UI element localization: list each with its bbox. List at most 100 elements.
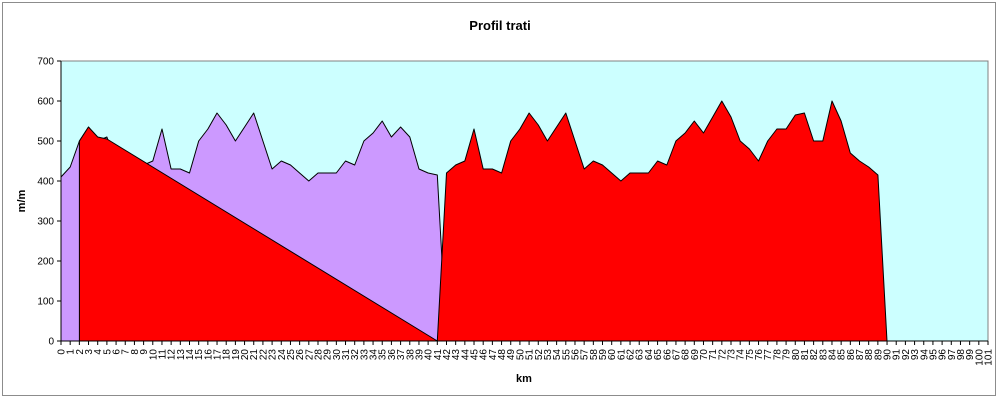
y-tick-label: 100 <box>37 297 54 308</box>
x-tick-label: 40 <box>424 349 435 361</box>
x-tick-label: 29 <box>323 349 334 361</box>
x-tick-label: 43 <box>451 349 462 361</box>
x-tick-label: 71 <box>708 349 719 361</box>
y-tick-label: 500 <box>37 137 54 148</box>
x-tick-label: 73 <box>727 349 738 361</box>
x-tick-label: 79 <box>782 349 793 361</box>
x-tick-label: 77 <box>763 349 774 361</box>
x-tick-label: 65 <box>653 349 664 361</box>
y-tick-label: 600 <box>37 97 54 108</box>
x-tick-label: 12 <box>167 349 178 361</box>
series-2-area <box>78 100 952 342</box>
x-tick-label: 54 <box>552 349 563 361</box>
y-tick-label: 200 <box>37 257 54 268</box>
x-tick-label: 50 <box>515 349 526 361</box>
x-tick-label: 59 <box>598 349 609 361</box>
x-tick-label: 57 <box>580 349 591 361</box>
x-tick-label: 18 <box>222 349 233 361</box>
x-tick-label: 88 <box>864 349 875 361</box>
x-tick-label: 42 <box>442 349 453 361</box>
x-tick-label: 67 <box>671 349 682 361</box>
y-tick-label: 300 <box>37 217 54 228</box>
x-tick-label: 20 <box>240 349 251 361</box>
series-layer <box>60 100 952 342</box>
x-tick-label: 91 <box>892 349 903 361</box>
x-tick-label: 34 <box>369 349 380 361</box>
x-tick-label: 5 <box>102 349 113 355</box>
x-tick-label: 70 <box>699 349 710 361</box>
x-tick-label: 55 <box>561 349 572 361</box>
x-tick-label: 14 <box>185 349 196 361</box>
x-tick-label: 64 <box>644 349 655 361</box>
x-tick-label: 72 <box>717 349 728 361</box>
x-tick-label: 0 <box>57 349 68 355</box>
x-tick-label: 15 <box>194 349 205 361</box>
x-tick-label: 89 <box>873 349 884 361</box>
axis-layer: 0100200300400500600700012345678910111213… <box>37 57 994 366</box>
x-tick-label: 82 <box>809 349 820 361</box>
x-tick-label: 101 <box>984 349 995 366</box>
x-tick-label: 86 <box>846 349 857 361</box>
x-tick-label: 68 <box>681 349 692 361</box>
x-tick-label: 51 <box>525 349 536 361</box>
x-tick-label: 92 <box>901 349 912 361</box>
x-tick-label: 37 <box>396 349 407 361</box>
x-tick-label: 93 <box>910 349 921 361</box>
chart-title: Profil trati <box>469 18 530 33</box>
x-tick-label: 87 <box>855 349 866 361</box>
x-tick-label: 95 <box>928 349 939 361</box>
x-tick-label: 3 <box>84 349 95 355</box>
x-tick-label: 83 <box>818 349 829 361</box>
x-tick-label: 6 <box>112 349 123 355</box>
x-tick-label: 76 <box>754 349 765 361</box>
x-tick-label: 23 <box>268 349 279 361</box>
x-tick-label: 8 <box>130 349 141 355</box>
x-tick-label: 22 <box>258 349 269 361</box>
x-tick-label: 11 <box>157 349 168 360</box>
x-tick-label: 85 <box>837 349 848 361</box>
x-tick-label: 66 <box>662 349 673 361</box>
x-tick-label: 1 <box>66 349 77 355</box>
x-tick-label: 60 <box>607 349 618 361</box>
x-tick-label: 94 <box>919 349 930 361</box>
x-tick-label: 80 <box>791 349 802 361</box>
x-axis-title: km <box>516 373 532 385</box>
x-tick-label: 38 <box>405 349 416 361</box>
x-tick-label: 58 <box>589 349 600 361</box>
x-tick-label: 16 <box>203 349 214 361</box>
x-tick-label: 25 <box>286 349 297 361</box>
x-tick-label: 63 <box>635 349 646 361</box>
x-tick-label: 62 <box>626 349 637 361</box>
x-tick-label: 41 <box>433 349 444 361</box>
x-tick-label: 10 <box>148 349 159 361</box>
x-tick-label: 48 <box>497 349 508 361</box>
x-tick-label: 49 <box>506 349 517 361</box>
x-tick-label: 44 <box>460 349 471 361</box>
x-tick-label: 78 <box>772 349 783 361</box>
x-tick-label: 47 <box>488 349 499 361</box>
x-tick-label: 9 <box>139 349 150 355</box>
y-axis-title: m/m <box>16 189 28 212</box>
x-tick-label: 13 <box>176 349 187 361</box>
x-tick-label: 84 <box>827 349 838 361</box>
x-tick-label: 32 <box>350 349 361 361</box>
chart-frame: Profil trati 0 100 200 300 400 500 600 700 0 1 2 3 4… <box>2 2 996 396</box>
y-tick-label: 400 <box>37 177 54 188</box>
x-tick-label: 17 <box>213 349 224 361</box>
x-tick-label: 33 <box>359 349 370 361</box>
y-tick-label: 700 <box>37 57 54 68</box>
x-tick-label: 98 <box>956 349 967 361</box>
x-tick-label: 74 <box>736 349 747 361</box>
x-tick-label: 52 <box>534 349 545 361</box>
x-tick-label: 28 <box>313 349 324 361</box>
x-tick-label: 90 <box>883 349 894 361</box>
x-tick-label: 4 <box>93 349 104 355</box>
x-tick-label: 39 <box>414 349 425 361</box>
x-tick-label: 99 <box>965 349 976 361</box>
x-tick-label: 21 <box>249 349 260 361</box>
x-tick-label: 31 <box>341 349 352 361</box>
x-tick-label: 19 <box>231 349 242 361</box>
x-tick-label: 30 <box>332 349 343 361</box>
x-tick-label: 81 <box>800 349 811 361</box>
x-tick-label: 97 <box>947 349 958 361</box>
